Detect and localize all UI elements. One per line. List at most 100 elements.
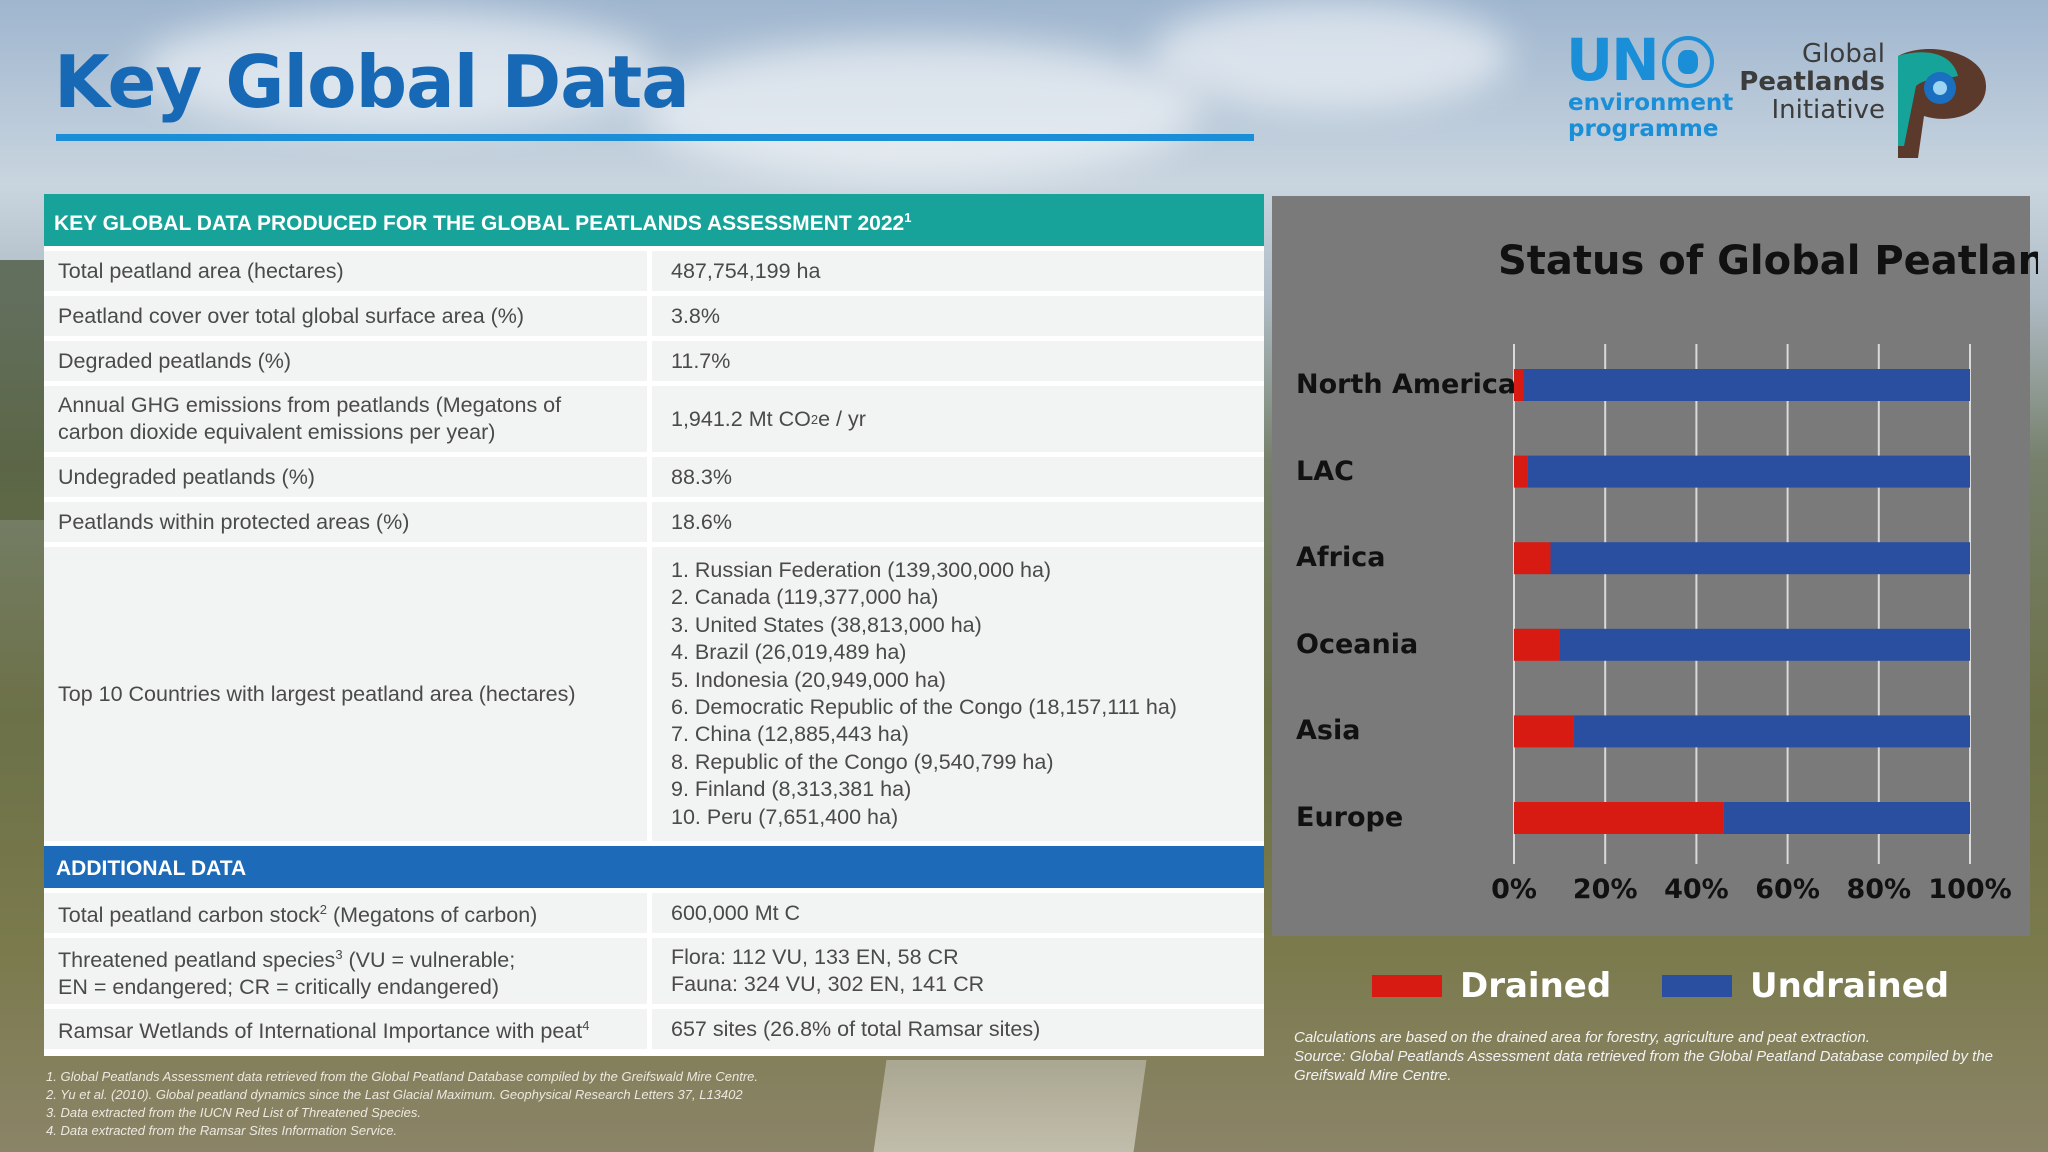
row-label: Degraded peatlands (%) bbox=[44, 341, 652, 381]
bar-undrained bbox=[1550, 542, 1970, 575]
list-item: 4. Brazil (26,019,489 ha) bbox=[671, 640, 907, 665]
un-logo-subtitle: environment programme bbox=[1568, 90, 1733, 142]
footnote: 4. Data extracted from the Ramsar Sites … bbox=[46, 1123, 398, 1138]
table-row: Threatened peatland species3 (VU = vulne… bbox=[44, 938, 1264, 1004]
bar-drained bbox=[1514, 455, 1528, 488]
un-logo-text: UN bbox=[1566, 26, 1660, 94]
chart-note-line2: Source: Global Peatlands Assessment data… bbox=[1294, 1048, 1994, 1084]
bar-undrained bbox=[1573, 715, 1970, 748]
row-value: 657 sites (26.8% of total Ramsar sites) bbox=[671, 1016, 1041, 1041]
table-row: Annual GHG emissions from peatlands (Meg… bbox=[44, 386, 1264, 452]
gpi-logo-text: Global Peatlands Initiative bbox=[1730, 40, 1885, 124]
row-label: Annual GHG emissions from peatlands (Meg… bbox=[44, 386, 652, 452]
chart-title: Status of Global Peatland (%) bbox=[1498, 238, 2038, 284]
category-label: Asia bbox=[1296, 715, 1361, 747]
bar-undrained bbox=[1723, 802, 1970, 834]
table-row: Total peatland carbon stock2 (Megatons o… bbox=[44, 893, 1264, 933]
chart-panel: Status of Global Peatland (%) 0% 20% 40% 60… bbox=[1272, 196, 2038, 936]
legend-item: Drained bbox=[1372, 966, 1611, 1006]
row-value: 600,000 Mt C bbox=[671, 900, 801, 925]
list-item: 2. Canada (119,377,000 ha) bbox=[671, 585, 939, 610]
footnote: 1. Global Peatlands Assessment data retr… bbox=[46, 1069, 758, 1084]
row-value: 1,941.2 Mt CO 2 e / yr bbox=[671, 406, 866, 431]
legend-label: Drained bbox=[1460, 966, 1612, 1006]
row-label: Undegraded peatlands (%) bbox=[44, 457, 652, 497]
row-value: 18.6% bbox=[671, 509, 732, 534]
row-value: 487,754,199 ha bbox=[671, 258, 821, 283]
bar-undrained bbox=[1559, 628, 1970, 661]
chart-source-note: Calculations are based on the drained ar… bbox=[1294, 1028, 2034, 1085]
list-item: 1. Russian Federation (139,300,000 ha) bbox=[671, 557, 1052, 582]
un-environment-logo: UN environment programme bbox=[1566, 26, 1733, 144]
list-item: 10. Peru (7,651,400 ha) bbox=[671, 804, 899, 829]
title-underline bbox=[56, 134, 1254, 141]
list-item: 7. China (12,885,443 ha) bbox=[671, 722, 909, 747]
x-tick-label: 100% bbox=[1928, 874, 2012, 905]
chart-note-line1: Calculations are based on the drained ar… bbox=[1294, 1029, 1870, 1046]
table-row: Total peatland area (hectares) 487,754,1… bbox=[44, 251, 1264, 291]
category-label: North America bbox=[1296, 369, 1517, 400]
list-item: 6. Democratic Republic of the Congo (18,… bbox=[671, 695, 1177, 719]
x-tick-label: 20% bbox=[1572, 874, 1638, 905]
legend-swatch bbox=[1372, 975, 1442, 997]
key-data-table: KEY GLOBAL DATA PRODUCED FOR THE GLOBAL … bbox=[44, 194, 1264, 1056]
footnote: 3. Data extracted from the IUCN Red List… bbox=[46, 1105, 422, 1120]
gpi-logo-line2: Peatlands bbox=[1739, 67, 1885, 97]
row-label: Peatlands within protected areas (%) bbox=[44, 502, 652, 542]
bar-undrained bbox=[1523, 369, 1970, 401]
table-row: Top 10 Countries with largest peatland a… bbox=[44, 547, 1264, 841]
gpi-logo-line1: Global bbox=[1802, 39, 1885, 69]
row-label: Top 10 Countries with largest peatland a… bbox=[44, 547, 652, 841]
background-cloud bbox=[1150, 0, 1510, 110]
list-item: 9. Finland (8,313,381 ha) bbox=[671, 777, 912, 802]
row-label: Threatened peatland species3 (VU = vulne… bbox=[44, 938, 652, 1004]
bar-drained bbox=[1514, 628, 1560, 661]
top10-list-cell: 1. Russian Federation (139,300,000 ha) 2… bbox=[657, 547, 1264, 841]
table-row: Peatlands within protected areas (%) 18.… bbox=[44, 502, 1264, 542]
bar-drained bbox=[1514, 802, 1724, 834]
gpi-p-mark-icon bbox=[1898, 48, 1986, 159]
background-path bbox=[873, 1060, 1147, 1152]
bar-drained bbox=[1514, 369, 1524, 401]
legend-item: Undrained bbox=[1662, 966, 1949, 1006]
page-title: Key Global Data bbox=[54, 40, 690, 124]
table-row: Peatland cover over total global surface… bbox=[44, 296, 1264, 336]
un-logo-line1: environment bbox=[1568, 90, 1734, 116]
top10-list: 1. Russian Federation (139,300,000 ha) 2… bbox=[671, 557, 1177, 831]
table-row: Degraded peatlands (%) 11.7% bbox=[44, 341, 1264, 381]
list-item: 8. Republic of the Congo (9,540,799 ha) bbox=[671, 749, 1054, 774]
gpi-logo-line3: Initiative bbox=[1771, 95, 1885, 125]
table-row: Ramsar Wetlands of International Importa… bbox=[44, 1009, 1264, 1049]
x-tick-label: 0% bbox=[1491, 874, 1537, 905]
additional-data-header: ADDITIONAL DATA bbox=[44, 846, 1264, 888]
bar-undrained bbox=[1527, 455, 1970, 488]
category-label: Africa bbox=[1296, 542, 1386, 574]
row-value: 88.3% bbox=[671, 464, 732, 489]
category-label: Oceania bbox=[1296, 628, 1419, 660]
row-value: Flora: 112 VU, 133 EN, 58 CR Fauna: 324 … bbox=[671, 945, 985, 996]
un-globe-icon bbox=[1662, 36, 1714, 88]
un-logo-line2: programme bbox=[1568, 116, 1719, 142]
row-value: 11.7% bbox=[671, 348, 731, 373]
category-label: LAC bbox=[1296, 455, 1354, 487]
background-cloud bbox=[640, 40, 1200, 180]
table-footnotes: 1. Global Peatlands Assessment data retr… bbox=[46, 1068, 758, 1140]
table-row: Undegraded peatlands (%) 88.3% bbox=[44, 457, 1264, 497]
background-cloud bbox=[140, 10, 660, 130]
table-header: KEY GLOBAL DATA PRODUCED FOR THE GLOBAL … bbox=[44, 194, 1264, 246]
footnote: 2. Yu et al. (2010). Global peatland dyn… bbox=[46, 1087, 743, 1102]
row-label: Total peatland carbon stock2 (Megatons o… bbox=[44, 893, 652, 933]
legend-swatch bbox=[1662, 975, 1732, 997]
x-tick-label: 80% bbox=[1846, 874, 1912, 905]
bar-drained bbox=[1514, 542, 1551, 575]
stacked-bar-chart bbox=[1513, 344, 1971, 864]
x-tick-label: 60% bbox=[1755, 874, 1820, 905]
x-tick-label: 40% bbox=[1664, 874, 1729, 905]
row-value: 3.8% bbox=[671, 303, 721, 328]
legend-label: Undrained bbox=[1750, 966, 1950, 1006]
row-label: Peatland cover over total global surface… bbox=[44, 296, 652, 336]
list-item: 5. Indonesia (20,949,000 ha) bbox=[671, 667, 946, 692]
list-item: 3. United States (38,813,000 ha) bbox=[671, 612, 982, 637]
category-label: Europe bbox=[1296, 802, 1404, 833]
bar-drained bbox=[1514, 715, 1574, 748]
